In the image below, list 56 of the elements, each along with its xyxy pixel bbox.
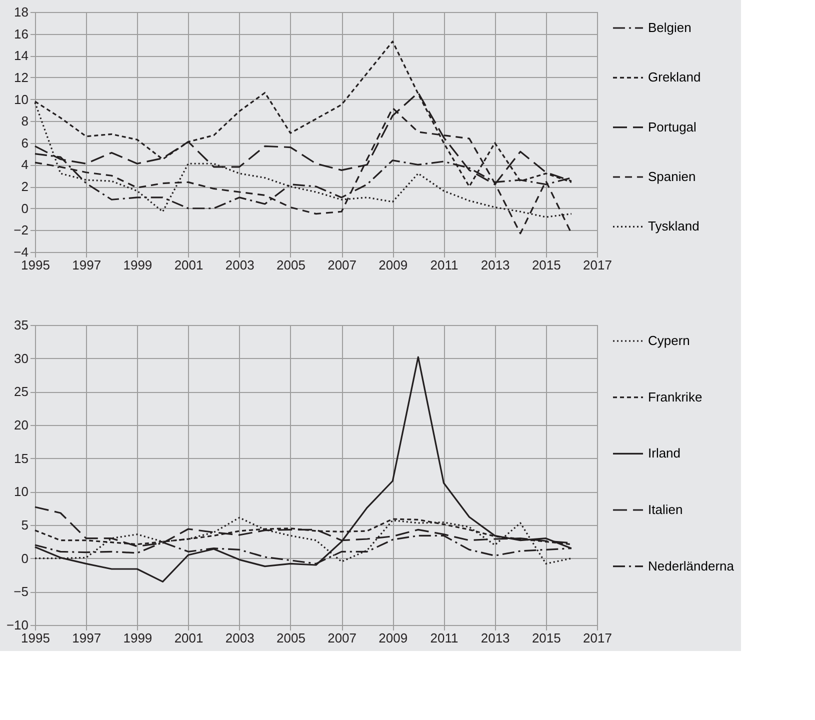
legend-label: Frankrike	[648, 389, 702, 404]
y-tick-label: 15	[14, 450, 28, 466]
legend-label: Portugal	[648, 119, 697, 134]
x-tick-label: 1995	[21, 630, 50, 646]
y-tick-label: 8	[21, 114, 28, 129]
y-tick-label: 10	[14, 484, 28, 500]
legend-label: Nederländerna	[648, 558, 735, 574]
x-tick-label: 2001	[174, 630, 204, 646]
x-tick-label: 2009	[378, 630, 408, 646]
x-tick-label: 2003	[225, 630, 254, 646]
x-tick-label: 1995	[21, 258, 50, 272]
y-tick-label: 25	[14, 384, 28, 400]
y-tick-label: 4	[21, 157, 28, 172]
x-tick-label: 2011	[430, 258, 458, 272]
y-tick-label: 6	[21, 135, 28, 150]
legend-label: Irland	[648, 446, 681, 461]
y-tick-label: 12	[14, 70, 28, 85]
y-tick-label: 16	[14, 26, 28, 42]
x-tick-label: 2013	[480, 258, 510, 272]
x-tick-label: 2015	[532, 630, 561, 646]
x-tick-label: 1999	[123, 258, 152, 272]
y-tick-label: 2	[21, 179, 28, 194]
y-tick-label: 18	[14, 4, 28, 20]
y-tick-label: −4	[14, 244, 28, 260]
x-tick-label: 1997	[72, 258, 102, 272]
x-tick-label: 2001	[174, 258, 204, 272]
x-tick-label: 1997	[72, 630, 102, 646]
x-tick-label: 2009	[378, 258, 408, 272]
y-tick-label: 5	[21, 518, 28, 532]
legend-label: Belgien	[648, 20, 692, 35]
x-tick-label: 2013	[480, 630, 510, 646]
x-tick-label: 2005	[276, 630, 306, 646]
legend-label: Tyskland	[648, 218, 700, 234]
y-tick-label: 35	[14, 318, 28, 332]
y-tick-label: −2	[14, 222, 28, 238]
y-tick-label: 30	[14, 350, 28, 366]
x-tick-label: 2003	[225, 258, 254, 272]
y-tick-label: 20	[14, 418, 28, 432]
x-tick-label: 2017	[583, 630, 612, 646]
y-tick-label: −5	[14, 584, 28, 600]
y-tick-label: 14	[14, 48, 28, 64]
x-tick-label: 2017	[583, 258, 612, 272]
legend-label: Grekland	[648, 70, 701, 85]
legend-label: Italien	[648, 502, 683, 517]
legend-label: Cypern	[648, 333, 690, 348]
y-tick-label: 10	[14, 92, 28, 107]
y-tick-label: 0	[21, 200, 28, 216]
x-tick-label: 1999	[123, 630, 152, 646]
x-tick-label: 2007	[328, 630, 357, 646]
x-tick-label: 2005	[276, 258, 306, 272]
x-tick-label: 2007	[328, 258, 357, 272]
y-tick-label: −10	[6, 618, 28, 632]
x-tick-label: 2011	[430, 630, 458, 646]
legend-label: Spanien	[648, 169, 696, 184]
y-tick-label: 0	[21, 550, 28, 566]
x-tick-label: 2015	[532, 258, 561, 272]
